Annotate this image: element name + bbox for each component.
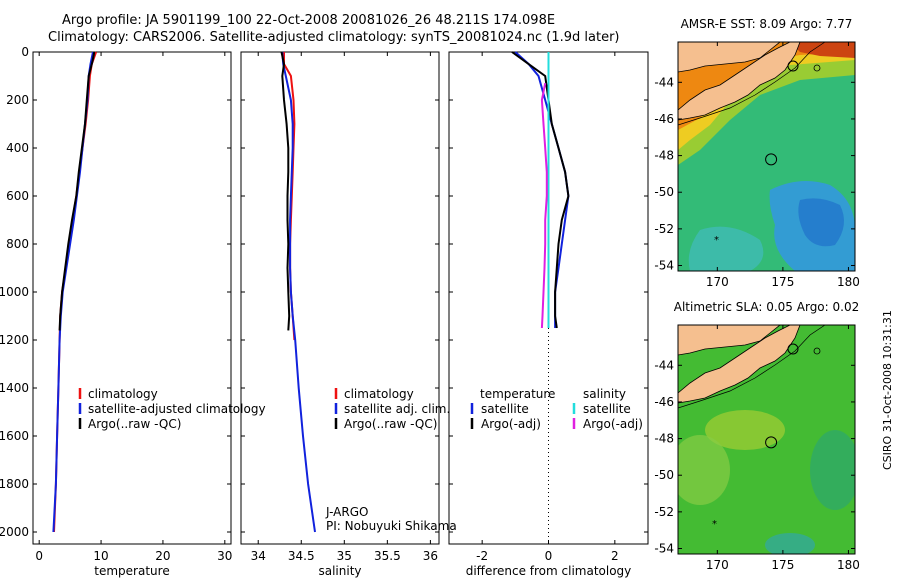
map-ytick-label: -44 [654,358,674,372]
ytick-label: 400 [6,141,29,155]
map-ytick-label: -50 [654,185,674,199]
sst-land-north-coast [678,42,781,73]
xtick-label: 34 [251,549,266,563]
sst-islands-marker [787,60,799,72]
sst-hottest-band [790,42,855,58]
map-ytick-label: -46 [654,395,674,409]
sla-low-patch-2 [765,533,815,554]
annotation-line-1: J-ARGO [325,505,368,519]
ytick-label: 1200 [0,333,29,347]
legend-label: satellite [481,402,529,416]
series-line-3-1 [514,51,570,328]
map-ytick-label: -44 [654,75,674,89]
panel-frame-1 [32,51,232,545]
sst-land-south-island [678,42,801,121]
sla-map-frame [677,324,856,555]
sla-land-south-island [678,325,801,404]
map-ytick-label: -52 [654,222,674,236]
ytick-label: 800 [6,237,29,251]
sla-high-patch-2 [678,435,730,505]
side-timestamp-label: CSIRO 31-Oct-2008 10:31:31 [881,310,894,470]
map-title-1: AMSR-E SST: 8.09 Argo: 7.77 [681,17,853,31]
legend-heading: temperature [480,387,555,401]
legend-label: Argo(-adj) [583,417,643,431]
sst-cool-patch [798,198,844,247]
map-ytick-label: -46 [654,112,674,126]
map-xtick-label: 180 [837,275,860,289]
xtick-label: 35.5 [374,549,401,563]
map-xtick-label: 175 [771,558,794,572]
legend-label: Argo(..raw -QC) [88,417,181,431]
legend-label: climatology [344,387,414,401]
map-ytick-label: -54 [654,259,674,273]
sst-cool-patch-2 [688,226,764,271]
chart-title-line1: Argo profile: JA 5901199_100 22-Oct-2008… [62,13,556,28]
sst-shelf-contour [678,42,826,126]
legend-label: Argo(-adj) [481,417,541,431]
ytick-label: 0 [21,45,29,59]
xtick-label: 35 [337,549,352,563]
sla-high-patch [705,410,785,450]
legend-label: climatology [88,387,158,401]
x-axis-label: difference from climatology [466,564,632,578]
xtick-label: 2 [611,549,619,563]
ytick-label: 1600 [0,429,29,443]
ytick-label: 1000 [0,285,29,299]
sst-star-marker: * [714,235,719,246]
xtick-label: 0 [35,549,43,563]
series-line-3-2 [511,51,570,329]
series-line-2-2 [281,51,316,533]
map-ytick-label: -50 [654,468,674,482]
chart-title-line2: Climatology: CARS2006. Satellite-adjuste… [48,30,620,45]
ytick-label: 200 [6,93,29,107]
series-line-2-3 [280,51,291,331]
sla-low-patch [810,430,855,510]
series-line-1-2 [52,51,94,533]
map-xtick-label: 170 [706,558,729,572]
legend-heading: salinity [583,387,626,401]
sla-star-marker: * [712,519,717,530]
sla-map: * [677,324,856,555]
series-line-1-3 [58,51,96,331]
legend-label: Argo(..raw -QC) [344,417,437,431]
sla-argo-position-marker [765,436,778,449]
xtick-label: 20 [155,549,170,563]
sst-argo-position-marker [765,153,778,166]
legend-label: satellite [583,402,631,416]
ytick-label: 600 [6,189,29,203]
legend-label: satellite adj. clim. [344,402,450,416]
annotation-line-2: PI: Nobuyuki Shikama [326,519,457,533]
map-xtick-label: 180 [837,558,860,572]
map-ytick-label: -52 [654,505,674,519]
series-line-1-1 [53,51,98,533]
x-axis-label: temperature [94,564,169,578]
xtick-label: -2 [476,549,488,563]
sla-shelf-contour [678,325,826,409]
map-ytick-label: -54 [654,542,674,556]
map-xtick-label: 175 [771,275,794,289]
map-xtick-label: 170 [706,275,729,289]
xtick-label: 10 [93,549,108,563]
map-ytick-label: -48 [654,149,674,163]
sst-map-frame [677,41,856,272]
map-title-2: Altimetric SLA: 0.05 Argo: 0.02 [674,300,859,314]
map-ytick-label: -48 [654,432,674,446]
sst-map: * [677,41,856,272]
xtick-label: 36 [423,549,438,563]
sla-land-north-coast [678,325,781,356]
xtick-label: 34.5 [288,549,315,563]
x-axis-label: salinity [318,564,361,578]
xtick-label: 0 [545,549,553,563]
legend-label: satellite-adjusted climatology [88,402,266,416]
ytick-label: 1400 [0,381,29,395]
xtick-label: 30 [217,549,232,563]
ytick-label: 2000 [0,525,29,539]
panel-frame-2 [240,51,440,545]
ytick-label: 1800 [0,477,29,491]
series-line-3-4 [540,83,548,329]
